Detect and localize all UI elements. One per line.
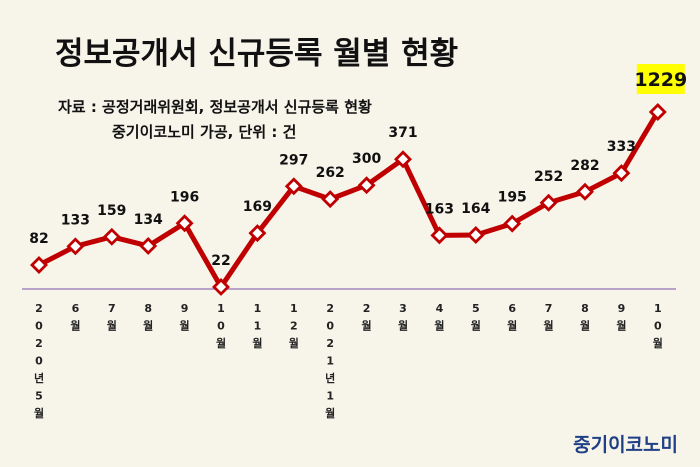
data-label: 195: [498, 190, 527, 206]
chart-title: 정보공개서 신규등록 월별 현황: [55, 36, 459, 72]
data-point: [576, 182, 594, 201]
data-point: [539, 193, 558, 212]
data-label: 169: [243, 199, 272, 215]
unit-note: 중기이코노미 가공, 단위 : 건: [112, 123, 297, 141]
data-label: 1229: [634, 69, 687, 91]
data-point: [248, 224, 267, 243]
data-label: 371: [388, 125, 417, 141]
data-point: [503, 214, 522, 233]
data-label: 164: [461, 201, 490, 217]
data-label: 282: [570, 158, 599, 174]
data-point: [212, 277, 230, 296]
data-label: 22: [211, 253, 230, 269]
data-point: [466, 225, 485, 244]
data-label: 252: [534, 169, 563, 185]
brand-logo: 중기이코노미: [573, 434, 678, 456]
data-point: [66, 237, 85, 256]
data-label: 133: [61, 212, 90, 228]
data-label: 196: [170, 189, 199, 205]
data-point: [30, 256, 48, 274]
series-line: [36, 109, 661, 290]
data-point: [648, 103, 667, 121]
data-point: [139, 236, 158, 255]
data-label: 163: [425, 201, 454, 217]
data-point: [102, 227, 121, 246]
source-note: 자료 : 공정거래위원회, 정보공개서 신규등록 현황: [58, 98, 372, 116]
data-point: [357, 176, 376, 195]
data-point: [612, 164, 631, 183]
data-label: 262: [316, 165, 345, 181]
data-label: 82: [29, 231, 48, 247]
data-label: 134: [134, 212, 163, 228]
data-point: [394, 150, 412, 169]
data-point: [321, 190, 340, 209]
highlight-box: [636, 64, 685, 94]
data-label: 300: [352, 151, 381, 167]
data-label: 159: [97, 203, 126, 219]
data-point: [430, 226, 449, 245]
data-point: [284, 177, 303, 196]
data-point: [175, 214, 194, 233]
data-label: 333: [607, 139, 636, 155]
data-label: 297: [279, 152, 308, 168]
